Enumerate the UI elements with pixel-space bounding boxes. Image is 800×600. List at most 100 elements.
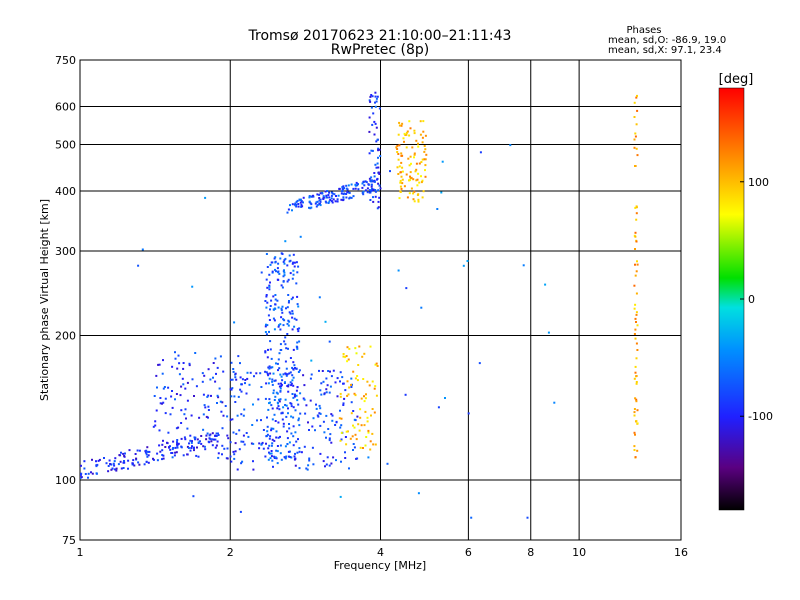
data-point [158,444,161,447]
data-point [314,202,317,205]
data-point [375,100,378,103]
data-point [293,261,296,264]
data-point [277,262,280,265]
data-point [339,426,342,429]
data-point [222,370,225,373]
data-point [173,454,176,457]
data-point [269,372,272,375]
data-point [269,263,272,266]
data-point [633,333,636,335]
data-point [174,351,176,354]
data-point [107,465,110,467]
data-point [309,377,312,380]
data-point [147,461,150,464]
data-point [191,440,193,443]
data-point [437,406,440,409]
data-point [636,109,639,112]
data-point [358,345,361,348]
data-point [244,382,246,385]
data-point [277,421,280,424]
data-point [397,133,400,136]
data-point [401,178,404,181]
data-point [144,451,147,454]
data-point [403,185,406,188]
data-point [377,149,380,152]
data-point [264,370,267,373]
data-point [265,382,268,385]
data-point [200,442,203,445]
data-point [636,260,638,263]
data-point [374,91,377,94]
data-point [319,192,322,195]
data-point [220,410,223,413]
data-point [171,365,174,368]
data-point [180,446,183,449]
data-point [154,420,157,423]
data-point [294,202,297,205]
data-point [408,192,411,195]
data-point [424,158,427,161]
data-point [226,434,229,437]
data-point [296,199,299,202]
data-point [358,429,361,432]
data-point [315,205,318,208]
data-point [294,409,297,412]
data-point [291,366,294,369]
data-point [315,201,318,204]
data-point [281,379,284,382]
data-point [345,184,348,187]
data-point [399,190,402,193]
data-point [357,188,360,191]
data-point [283,262,286,265]
data-point [162,359,164,362]
data-point [377,156,379,159]
data-point [342,382,344,385]
data-point [146,450,149,453]
data-point [279,452,282,455]
data-point [292,376,295,379]
data-point [277,369,279,372]
data-point [215,444,218,447]
data-point [219,400,222,403]
data-point [145,449,148,452]
data-point [274,294,277,296]
data-point [80,464,82,467]
data-point [278,367,281,370]
data-point [420,175,422,178]
data-point [268,452,271,455]
data-point [367,456,370,459]
data-point [290,456,293,459]
data-point [318,199,321,202]
data-point [375,126,378,129]
data-point [237,395,240,398]
data-point [285,415,288,418]
data-point [288,441,291,444]
data-point [184,438,187,441]
data-point [634,433,636,436]
data-point [277,382,280,385]
data-point [269,457,272,460]
data-point [368,116,371,119]
data-point [376,95,379,98]
data-point [162,387,165,390]
data-point [287,319,290,322]
data-point [360,397,363,400]
data-point [316,200,319,203]
data-point [339,380,341,383]
data-point [119,460,122,463]
data-point [98,458,101,461]
data-point [408,178,411,181]
data-point [169,445,171,448]
data-point [386,462,389,465]
data-point [240,383,243,386]
data-point [370,185,373,188]
data-point [377,200,380,203]
data-point [277,306,280,309]
data-point [509,144,512,147]
data-point [118,454,121,457]
data-point [349,437,352,440]
data-point [296,303,299,306]
data-point [284,343,287,346]
data-point [113,464,116,467]
data-point [109,463,112,465]
